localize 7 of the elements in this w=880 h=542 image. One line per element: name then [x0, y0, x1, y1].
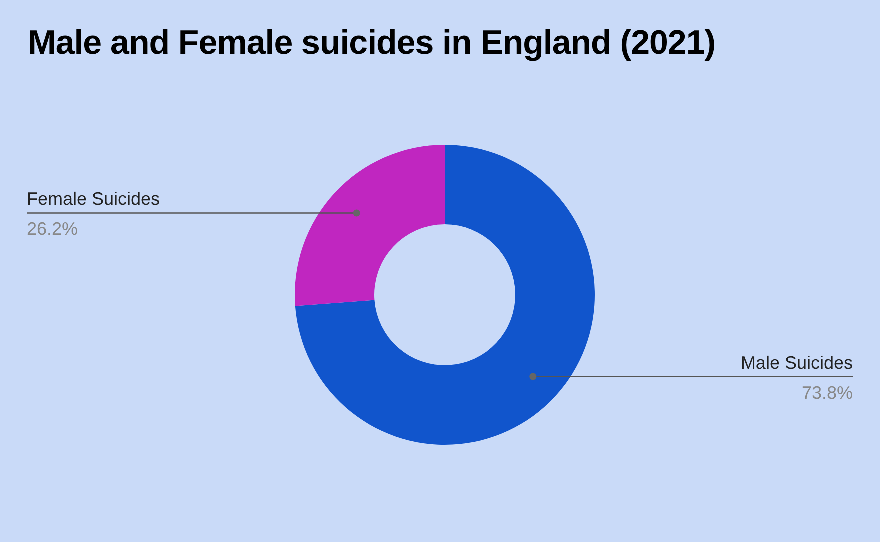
donut-slice: [295, 145, 445, 306]
slice-label: Female Suicides: [27, 189, 160, 210]
data-label: 73.8%: [802, 382, 853, 403]
chart-title: Male and Female suicides in England (2021): [28, 24, 716, 63]
slice-label: Male Suicides: [740, 352, 853, 373]
data-label: 26.2%: [27, 219, 78, 240]
donut-slice: [295, 145, 595, 445]
